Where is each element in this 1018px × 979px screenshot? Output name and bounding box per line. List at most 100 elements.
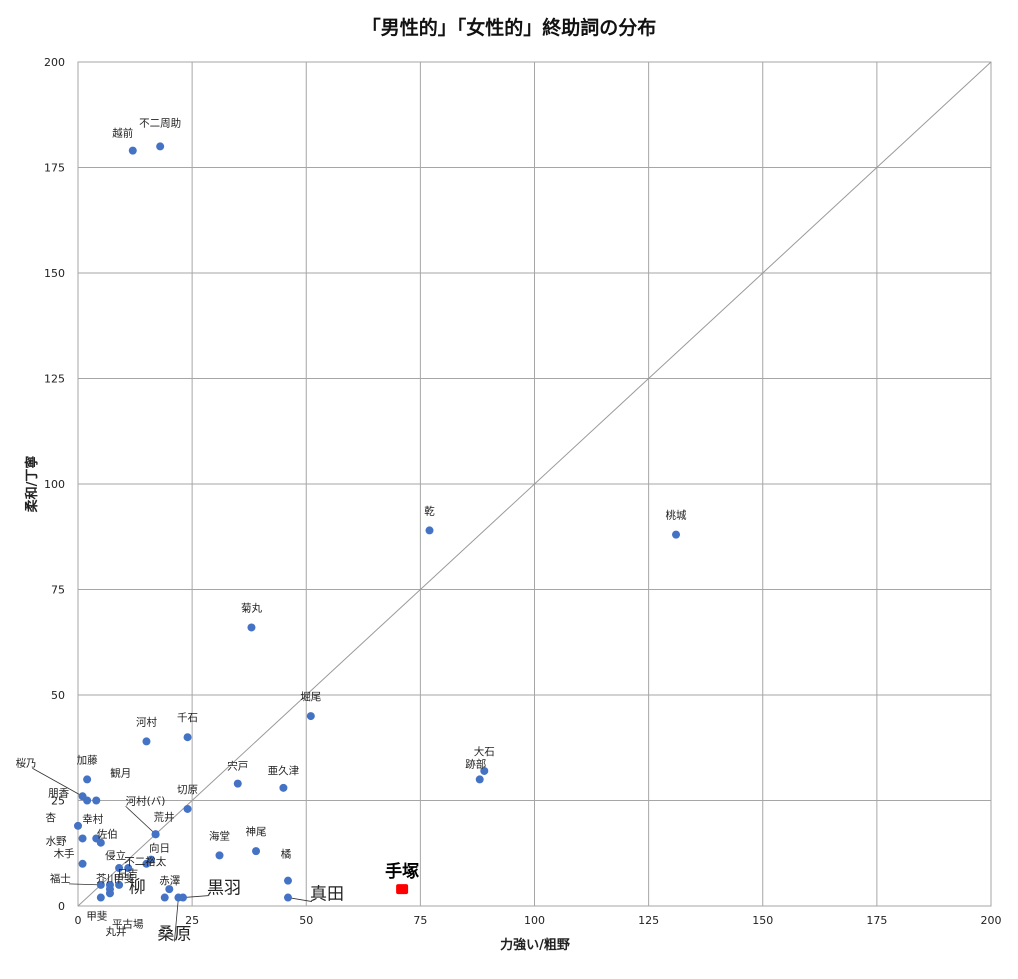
point-label: 真田 (310, 885, 344, 905)
data-point (92, 796, 101, 805)
x-tick-label: 75 (413, 914, 427, 927)
point-label: 河村 (136, 715, 157, 728)
point-label: 海堂 (209, 829, 230, 842)
point-label: 丸井 (105, 925, 126, 938)
point-label: 甲斐 (86, 911, 107, 923)
x-tick-label: 50 (299, 914, 313, 927)
x-tick-label: 0 (75, 914, 82, 927)
point-label: 越前 (112, 127, 133, 140)
point-label: 荒井 (154, 810, 175, 823)
data-point (306, 712, 315, 721)
data-point (96, 880, 105, 889)
point-label: 赤澤 (159, 875, 180, 887)
data-point (233, 779, 242, 788)
data-point (672, 530, 681, 539)
data-point (83, 796, 92, 805)
x-tick-label: 200 (981, 914, 1002, 927)
grid-lines (77, 61, 992, 907)
leader-line (182, 895, 210, 898)
data-point (425, 526, 434, 535)
data-point (183, 733, 192, 742)
data-point (74, 821, 82, 830)
data-point (252, 847, 261, 856)
point-label: 福士 (50, 872, 71, 885)
x-tick-label: 25 (185, 914, 199, 927)
data-point (83, 775, 92, 784)
point-label: 侵立 (105, 849, 126, 862)
x-axis-title: 力強い/粗野 (500, 937, 570, 953)
point-label: 向日 (149, 842, 170, 855)
point-label: 芥川 (96, 873, 117, 885)
point-label: 神尾 (246, 825, 267, 838)
data-points (74, 142, 681, 902)
point-label: 橘 (281, 849, 292, 861)
data-point (115, 880, 124, 889)
data-point (96, 893, 105, 902)
data-point (215, 851, 224, 860)
point-label: 朋香 (48, 788, 69, 800)
data-point (183, 804, 192, 813)
point-label: 平古場 (112, 917, 144, 930)
leader-line (174, 897, 179, 942)
point-label: 幸村 (82, 812, 103, 825)
y-tick-label: 50 (51, 689, 65, 702)
reference-line (77, 61, 992, 907)
y-tick-label: 75 (51, 584, 65, 597)
x-tick-label: 150 (752, 914, 773, 927)
data-point (174, 893, 183, 902)
data-point (96, 838, 105, 847)
point-label: 桑原 (157, 925, 191, 945)
data-point (115, 864, 124, 873)
point-label: 跡部 (465, 757, 486, 770)
data-point (283, 876, 292, 885)
y-tick-label: 175 (44, 162, 65, 175)
point-label: 水野 (46, 835, 67, 847)
leader-line (287, 897, 313, 902)
data-point (279, 783, 288, 792)
data-point (160, 893, 169, 902)
data-point (247, 623, 256, 632)
point-label: 亜久津 (268, 765, 300, 777)
data-point (156, 142, 165, 151)
data-point (283, 893, 292, 902)
point-label: 佐伯 (97, 828, 118, 841)
data-point (142, 737, 151, 746)
point-label: 桜乃 (16, 756, 37, 769)
data-point (480, 766, 489, 775)
leader-line (32, 767, 83, 797)
data-point (165, 885, 174, 894)
x-axis-ticks: 0 25 50 75 100 125 150 175 200 (75, 914, 1002, 927)
point-label: 甲斐 (113, 873, 134, 885)
data-point (124, 864, 133, 873)
point-label: 不二裕太 (124, 855, 166, 868)
leader-line (69, 883, 101, 886)
leader-lines (32, 767, 313, 942)
point-label: 宍戸 (227, 760, 248, 773)
data-point (128, 146, 137, 155)
x-tick-label: 125 (638, 914, 659, 927)
point-label: 黒羽 (207, 879, 241, 899)
point-label: 大石 (474, 745, 495, 758)
point-label: 千石 (177, 712, 198, 724)
point-label: 河村(バ) (126, 794, 166, 807)
y-axis-title: 柔和/丁寧 (24, 456, 40, 514)
point-label: 不二周助 (139, 116, 181, 129)
data-point (151, 830, 160, 839)
y-axis-ticks: 0 25 50 75 100 125 150 175 200 (44, 56, 65, 913)
data-point (78, 859, 87, 868)
diagonal-line (77, 61, 992, 907)
leader-line (125, 805, 156, 835)
data-point (105, 885, 114, 894)
y-tick-label: 100 (44, 478, 65, 491)
point-label: 菊丸 (241, 601, 262, 614)
data-point (142, 859, 151, 868)
data-point (78, 834, 87, 843)
point-label: 観月 (110, 767, 131, 780)
point-label: 加藤 (77, 754, 98, 766)
y-tick-label: 200 (44, 56, 65, 69)
point-label: 柳 (129, 878, 146, 898)
point-label: 木手 (54, 847, 75, 860)
chart-title: 「男性的」「女性的」終助詞の分布 (362, 16, 657, 39)
